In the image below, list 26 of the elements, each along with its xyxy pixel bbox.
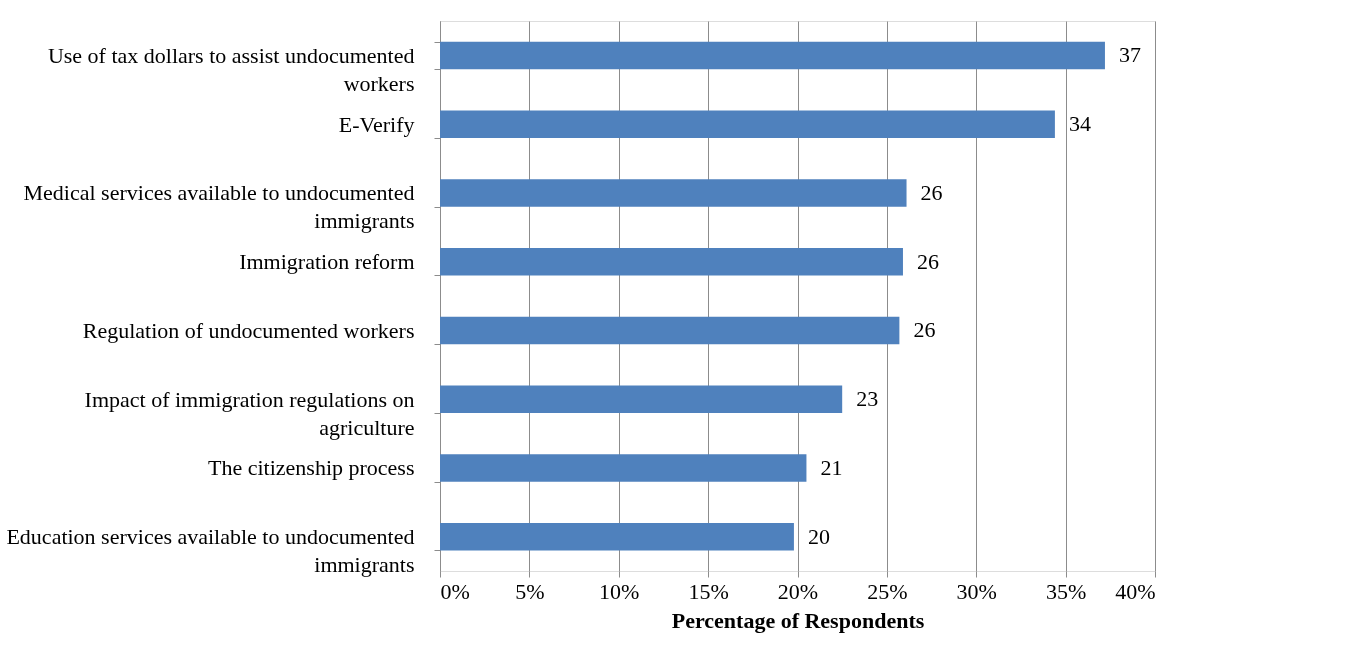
x-tick-label: 15%: [688, 578, 729, 604]
x-tick-label: 10%: [599, 578, 640, 604]
data-label: 37: [1118, 42, 1141, 68]
y-tick-label: Medical services available to undocumented immigrants: [23, 180, 415, 234]
x-tick-label: 0%: [440, 578, 470, 604]
x-axis-title: Percentage of Respondents: [671, 607, 925, 633]
data-label: 26: [920, 179, 943, 205]
y-tick-label: Regulation of undocumented workers: [82, 317, 415, 343]
x-tick-label: 35%: [1045, 578, 1087, 604]
y-tick-label: Use of tax dollars to assist undocumented workers: [47, 42, 415, 96]
data-label: 20: [807, 523, 830, 549]
y-tick-label: Immigration reform: [239, 249, 415, 275]
y-tick-label: The citizenship process: [208, 455, 415, 481]
x-tick-label: 40%: [1115, 578, 1156, 604]
data-label: 34: [1068, 111, 1091, 137]
x-tick-label: 5%: [515, 578, 545, 604]
data-label: 21: [820, 454, 843, 480]
x-tick-label: 30%: [956, 578, 997, 604]
x-tick-label: 25%: [867, 578, 908, 604]
x-tick-label: 20%: [777, 578, 819, 604]
y-tick-label: E-Verify: [338, 111, 415, 137]
y-tick-label: Impact of immigration regulations on agriculture: [84, 386, 415, 440]
y-tick-label: Education services available to undocumented immigrants: [6, 524, 415, 578]
data-label: 26: [916, 248, 939, 274]
data-label: 23: [856, 386, 879, 412]
data-label: 26: [913, 317, 936, 343]
